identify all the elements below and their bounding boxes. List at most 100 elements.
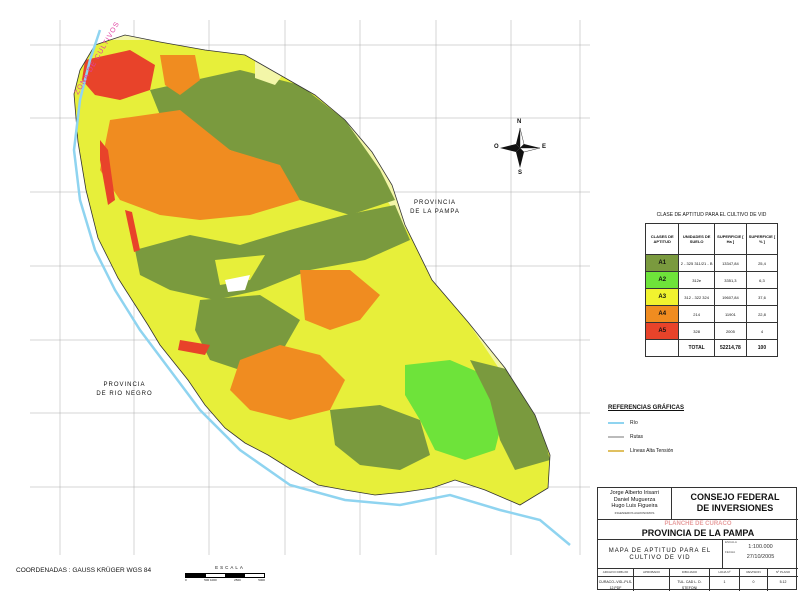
province-label-left: PROVINCIA DE RIO NEGRO — [92, 381, 157, 399]
legend-cell-superficie: 11901 — [713, 305, 747, 323]
legend-cell-pct: 6,3 — [745, 271, 779, 289]
column-value: CURACO--VID--PLS-12.PDF — [598, 580, 633, 590]
column-value: 0 — [752, 580, 755, 584]
legend-cell-clase: A1 — [644, 254, 680, 272]
province-right-line1: PROVINCIA — [413, 200, 456, 206]
legend-header-superficie-pct: SUPERFICIE [ % ] — [745, 223, 779, 255]
region-outline — [73, 34, 551, 506]
plan-province: PROVINCIA DE LA PAMPA — [641, 528, 755, 538]
legend-cell-pct: 4 — [745, 322, 779, 340]
org-line2: DE INVERSIONES — [696, 503, 774, 513]
plan-subtitle: PLANCHE DE CURACO — [664, 521, 732, 527]
compass-s: S — [518, 170, 523, 176]
legend-header-unidades: UNIDADES DE SUELO — [678, 223, 715, 255]
coordinates-label: COORDENADAS : GAUSS KRÜGER WGS 84 — [16, 567, 152, 574]
meta-cell: ESCALA 1:100.000 FECHA 27/10/2005 — [723, 540, 798, 569]
column-value: 5.12 — [779, 580, 787, 584]
legend-total-pct: 100 — [745, 339, 779, 357]
legend-title: CLASE DE APTITUD PARA EL CULTIVO DE VID — [656, 212, 767, 218]
authors-cell: Jorge Alberto Irisarri Daniel Muguerza H… — [598, 488, 672, 520]
legend-cell-clase: A3 — [644, 288, 680, 306]
legend-table: CLASES DE APTITUD UNIDADES DE SUELO SUPE… — [644, 223, 779, 357]
compass-rose-icon — [500, 127, 541, 168]
author-1: Jorge Alberto Irisarri — [609, 490, 660, 496]
legend-row: A2 312e 3351,3 6,3 — [644, 271, 779, 289]
column-value: TUL. CAD L. D. STEFONI — [677, 580, 702, 590]
scale-ticks: 0 500 1000 2500 5000 — [185, 578, 265, 582]
title-block-column: ARCHIVO DIBUJO CURACO--VID--PLS-12.PDF — [598, 569, 634, 591]
compass-o: O — [494, 144, 499, 150]
map-title-line1: MAPA DE APTITUD PARA EL — [608, 548, 712, 554]
column-header: Nº PLANO — [768, 569, 798, 577]
legend-cell-unidades: 214 — [678, 305, 715, 323]
legend-cell-pct: 25,4 — [745, 254, 779, 272]
column-header: DIBUJADO — [670, 569, 709, 577]
region-shape — [74, 35, 550, 505]
map-title-cell: MAPA DE APTITUD PARA EL CULTIVO DE VID — [598, 540, 723, 569]
title-block-column: REVISION 0 — [740, 569, 768, 591]
legend-total-blank — [644, 339, 680, 357]
legend-total-label: TOTAL — [678, 339, 715, 357]
scale-bar — [185, 573, 265, 578]
reference-label: Río — [630, 420, 638, 426]
scale-tick: 0 — [185, 578, 187, 582]
title-block-column: Nº PLANO 5.12 — [768, 569, 798, 591]
reference-item: Río — [608, 420, 638, 426]
legend-cell-superficie: 2005 — [713, 322, 747, 340]
legend-body: A1 2 - 325 311/21 - B 13347,84 25,4 A2 312e 33… — [644, 254, 779, 357]
authors-subtitle: INGENIEROS AGRONOMOS — [614, 510, 655, 515]
author-2: Daniel Muguerza — [613, 496, 656, 503]
scale-tick: 2500 — [234, 578, 241, 582]
reference-line-icon — [608, 436, 624, 438]
reference-line-icon — [608, 450, 624, 452]
column-header: HOJA Nº — [710, 569, 739, 577]
legend-cell-unidades: 2 - 325 311/21 - B — [678, 254, 715, 272]
reference-item: Rutas — [608, 434, 643, 440]
legend-cell-clase: A5 — [644, 322, 680, 340]
escala-value: 1:100.000 — [748, 544, 773, 550]
legend-row: A4 214 11901 22,8 — [644, 305, 779, 323]
legend-cell-unidades: 328 — [678, 322, 715, 340]
bottom-row: ARCHIVO DIBUJO CURACO--VID--PLS-12.PDF APR… — [598, 569, 798, 591]
column-header: REVISION — [740, 569, 767, 577]
map-title-line2: CULTIVO DE VID — [629, 555, 691, 561]
legend-cell-clase: A2 — [644, 271, 680, 289]
reference-line-icon — [608, 422, 624, 424]
scale-tick: 500 1000 — [204, 578, 217, 582]
scale-label: ESCALA — [215, 565, 245, 570]
compass-e: E — [542, 144, 547, 150]
river-line — [72, 29, 571, 546]
legend-cell-unidades: 312e — [678, 271, 715, 289]
legend-cell-superficie: 19607,84 — [713, 288, 747, 306]
fecha-label: FECHA — [725, 550, 736, 554]
reference-label: Rutas — [630, 434, 644, 440]
legend-cell-unidades: 312 - 322 324 — [678, 288, 715, 306]
organization-cell: CONSEJO FEDERAL DE INVERSIONES — [672, 488, 798, 520]
province-label-right: PROVINCIA DE LA PAMPA — [405, 199, 465, 217]
legend-row: A5 328 2005 4 — [644, 322, 779, 340]
plan-cell: PLANCHE DE CURACO PROVINCIA DE LA PAMPA — [598, 520, 798, 540]
reference-item: Líneas Alta Tensión — [608, 448, 673, 454]
scale-tick: 5000 — [258, 578, 265, 582]
references-title: REFERENCIAS GRÁFICAS — [608, 405, 685, 411]
legend-cell-superficie: 13347,84 — [713, 254, 747, 272]
escala-label: ESCALA — [725, 540, 737, 544]
legend-row: A3 312 - 322 324 19607,84 37,6 — [644, 288, 779, 306]
reference-label: Líneas Alta Tensión — [630, 448, 674, 454]
compass-n: N — [517, 119, 522, 125]
legend-cell-clase: A4 — [644, 305, 680, 323]
province-left-line2: DE RIO NEGRO — [96, 391, 153, 397]
column-value — [634, 577, 669, 579]
title-block: Jorge Alberto Irisarri Daniel Muguerza H… — [597, 487, 798, 591]
author-3: Hugo Luis Figueira — [611, 503, 658, 509]
legend-cell-pct: 22,8 — [745, 305, 779, 323]
legend-header-clase: CLASES DE APTITUD — [644, 223, 680, 255]
legend-header-superficie-ha: SUPERFICIE [ Ha ] — [713, 223, 747, 255]
column-header: ARCHIVO DIBUJO — [598, 569, 633, 577]
legend-cell-superficie: 3351,3 — [713, 271, 747, 289]
province-left-line1: PROVINCIA — [103, 382, 146, 388]
province-right-line2: DE LA PAMPA — [410, 209, 460, 215]
column-value: 1 — [723, 580, 726, 584]
legend-total-superficie: 52214,78 — [713, 339, 747, 357]
title-block-column: APROBADO — [634, 569, 670, 591]
